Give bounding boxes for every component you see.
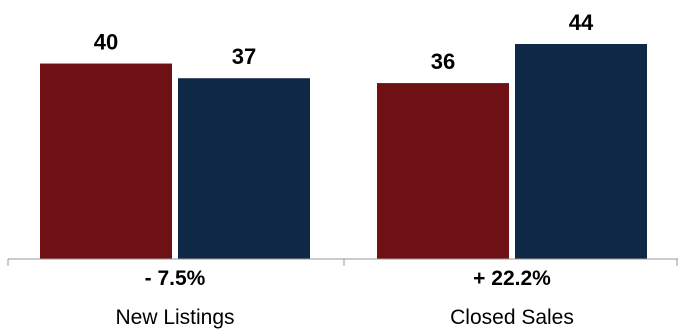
bars-group: [40, 44, 647, 259]
value-label-new-listings-2: 37: [232, 44, 256, 69]
category-label-new-listings: New Listings: [115, 306, 234, 329]
change-label-new-listings: - 7.5%: [145, 267, 206, 290]
value-labels-group: 40 37 36 44: [94, 10, 594, 74]
bar-new-listings-2: [178, 78, 310, 259]
bar-new-listings-1: [40, 63, 172, 259]
value-label-new-listings-1: 40: [94, 30, 118, 55]
x-axis-labels: - 7.5% New Listings + 22.2% Closed Sales: [115, 267, 573, 329]
bar-closed-sales-1: [377, 83, 509, 259]
category-label-closed-sales: Closed Sales: [450, 306, 574, 329]
value-label-closed-sales-1: 36: [431, 49, 455, 74]
x-axis-ticks: [7, 259, 678, 266]
bar-closed-sales-2: [515, 44, 647, 259]
change-label-closed-sales: + 22.2%: [473, 267, 551, 290]
value-label-closed-sales-2: 44: [569, 10, 594, 35]
